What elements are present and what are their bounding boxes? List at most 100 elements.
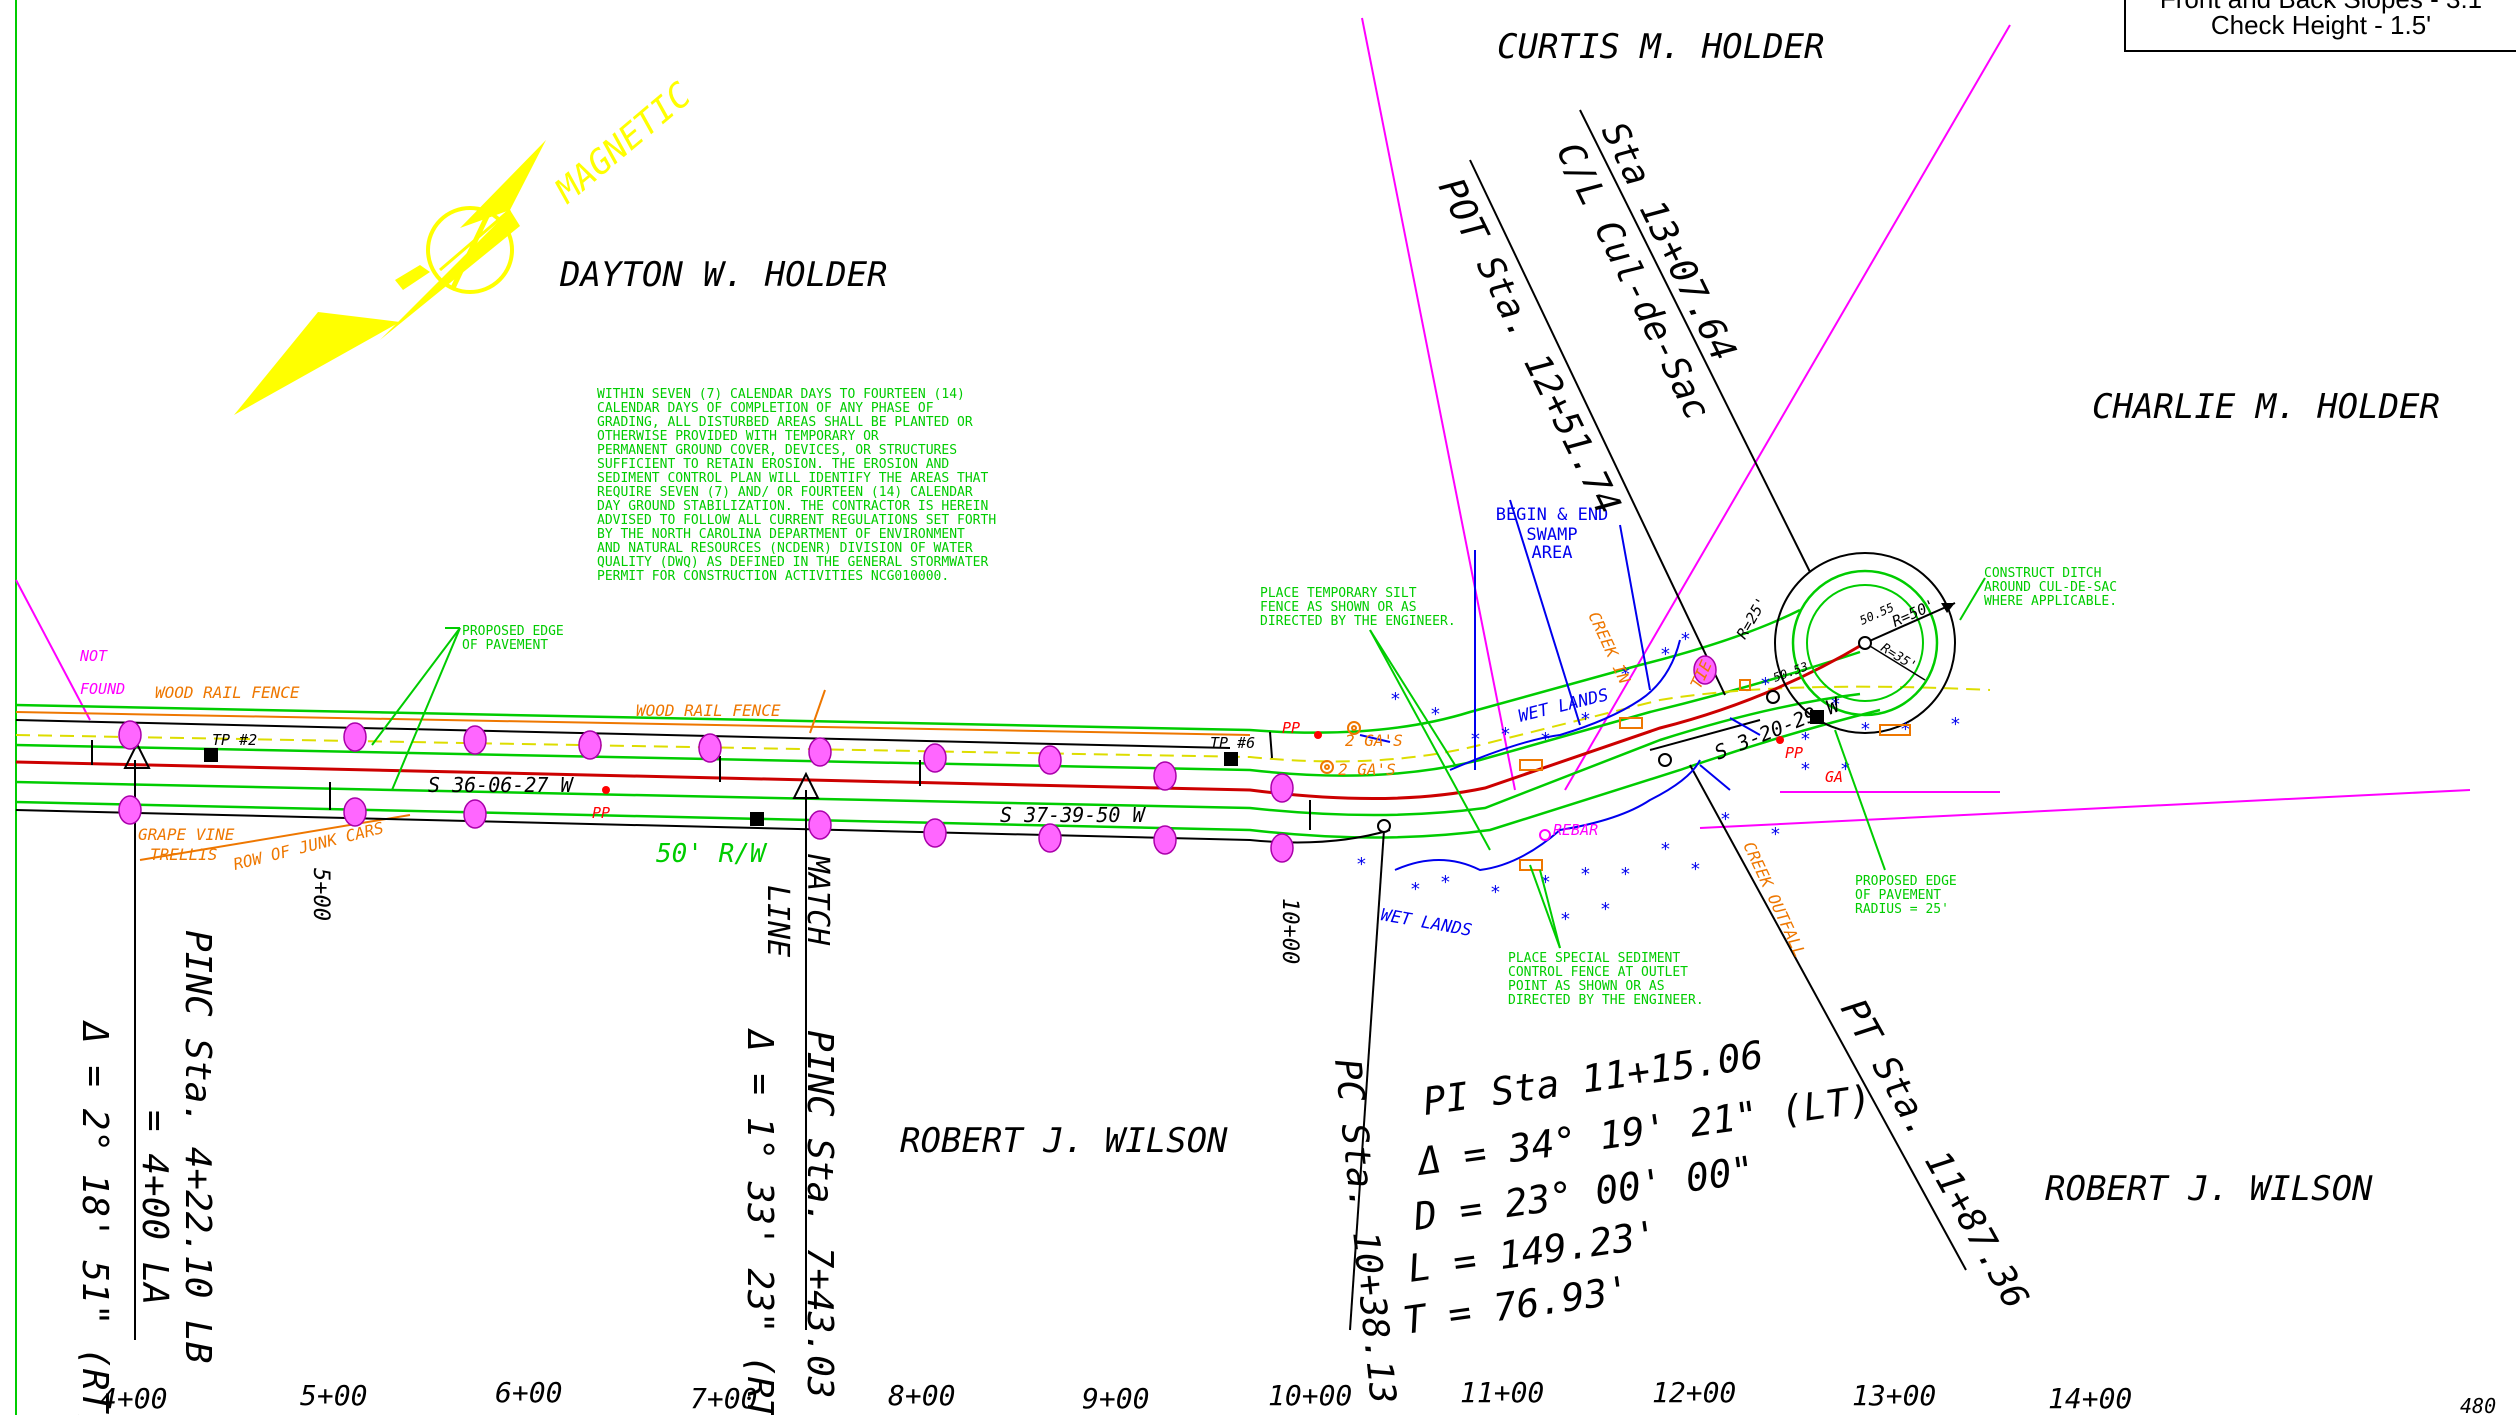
station-label: 5+00 [300, 1379, 367, 1412]
station-label: 13+00 [1852, 1379, 1936, 1412]
svg-text:DAY GROUND STABILIZATION. THE: DAY GROUND STABILIZATION. THE CONTRACTOR… [597, 499, 988, 514]
found-label: FOUND [80, 680, 125, 698]
pp-1: PP [1282, 719, 1300, 737]
row-lines [15, 719, 1391, 844]
svg-text:CALENDAR DAYS OF COMPLETION OF: CALENDAR DAYS OF COMPLETION OF ANY PHASE… [597, 401, 934, 416]
svg-text:REQUIRE SEVEN (7) AND/ OR FOUR: REQUIRE SEVEN (7) AND/ OR FOURTEEN (14) … [597, 485, 973, 500]
note-ditch-3: WHERE APPLICABLE. [1984, 594, 2117, 609]
grape-vine: GRAPE VINE [138, 825, 235, 844]
svg-text:*: * [1356, 854, 1367, 875]
pinc1-line-c: Δ = 2° 18' 51" (RT) [74, 1020, 115, 1415]
svg-text:*: * [1720, 809, 1731, 830]
pinc2-line-a: PINC Sta. 7+43.03 [799, 1030, 840, 1398]
row-label: 50' R/W [656, 839, 768, 869]
note-special-3: POINT AS SHOWN OR AS [1508, 979, 1665, 994]
svg-text:*: * [1840, 759, 1851, 780]
svg-text:*: * [1860, 719, 1871, 740]
svg-text:*: * [1390, 689, 1401, 710]
svg-text:PERMANENT GROUND COVER, DEVICE: PERMANENT GROUND COVER, DEVICES, OR STRU… [597, 443, 957, 458]
road-edges [15, 608, 1881, 839]
legend-line-1: Front and Back Slopes - 3:1 [2126, 0, 2516, 12]
gas-2: 2 GA'S [1338, 760, 1396, 779]
note-special-1: PLACE SPECIAL SEDIMENT [1508, 951, 1680, 966]
svg-text:PERMIT FOR CONSTRUCTION ACTIVI: PERMIT FOR CONSTRUCTION ACTIVITIES NCG01… [597, 569, 949, 584]
bearing-1: S 36-06-27 W [428, 773, 574, 797]
square-icon [750, 812, 764, 826]
svg-text:*: * [1580, 709, 1591, 730]
creek-lines [1359, 499, 1761, 872]
swamp-note-3: AREA [1532, 543, 1573, 563]
note-radius-2: OF PAVEMENT [1855, 888, 1941, 903]
tp6-label: TP #6 [1210, 734, 1255, 752]
svg-text:WITHIN SEVEN (7) CALENDAR DAY: WITHIN SEVEN (7) CALENDAR DAYS TO FOURTE… [597, 387, 965, 402]
tie-circle-icon [1766, 690, 1780, 704]
owner-charlie: CHARLIE M. HOLDER [2092, 387, 2440, 427]
svg-text:ADVISED TO FOLLOW ALL CURRENT: ADVISED TO FOLLOW ALL CURRENT REGULATION… [597, 513, 996, 528]
leader-lines [134, 109, 1967, 1340]
north-arrow-icon [234, 312, 400, 415]
wood-rail-fence-2: WOOD RAIL FENCE [636, 701, 781, 720]
sta-5-label: 5+00 [308, 868, 333, 921]
pinc1-line-b: = 4+00 LA [134, 1110, 175, 1305]
erosion-note: WITHIN SEVEN (7) CALENDAR DAYS TO FOURTE… [597, 387, 996, 584]
pt-circle-icon [1658, 753, 1672, 767]
svg-text:QUALITY (DWQ) AS DEFINED IN TH: QUALITY (DWQ) AS DEFINED IN THE GENERAL … [597, 555, 989, 570]
note-silt-2: FENCE AS SHOWN OR AS [1260, 600, 1417, 615]
svg-text:GRADING, ALL DISTURBED AREAS S: GRADING, ALL DISTURBED AREAS SHALL BE PL… [597, 415, 973, 430]
sta-10-label: 10+00 [1277, 898, 1302, 964]
page-mark: 480 [2460, 1394, 2496, 1415]
svg-text:*: * [1600, 899, 1611, 920]
triangle-icon [792, 771, 820, 799]
svg-text:*: * [1680, 629, 1691, 650]
legend-box: Front and Back Slopes - 3:1 Check Height… [2124, 0, 2516, 52]
owner-dayton: DAYTON W. HOLDER [559, 255, 888, 295]
station-label: 12+00 [1652, 1376, 1736, 1409]
bearing-2: S 37-39-50 W [1000, 803, 1146, 827]
rebar-label: REBAR [1553, 821, 1598, 839]
svg-text:AND NATURAL RESOURCES (NCDENR): AND NATURAL RESOURCES (NCDENR) DIVISION … [597, 541, 973, 556]
svg-text:*: * [1660, 644, 1671, 665]
pp-2: PP [592, 804, 610, 822]
utility-poles [602, 731, 1784, 794]
svg-text:*: * [1490, 882, 1501, 903]
station-label: 14+00 [2048, 1382, 2132, 1415]
pi-triangles [123, 741, 820, 799]
note-ditch-2: AROUND CUL-DE-SAC [1984, 580, 2117, 595]
svg-text:*: * [1500, 724, 1511, 745]
svg-text:*: * [1800, 759, 1811, 780]
station-label: 7+00 [690, 1382, 757, 1415]
match-label: MATCH [800, 854, 835, 946]
trellis: TRELLIS [150, 845, 217, 864]
svg-text:SUFFICIENT TO RETAIN EROSION.: SUFFICIENT TO RETAIN EROSION. THE EROSIO… [597, 457, 949, 472]
svg-text:*: * [1900, 719, 1911, 740]
station-label: 9+00 [1082, 1382, 1149, 1415]
note-proposed-edge-1: PROPOSED EDGE [462, 624, 564, 639]
pp-3: PP [1785, 744, 1803, 762]
station-label: 4+00 [100, 1382, 167, 1415]
note-radius-1: PROPOSED EDGE [1855, 874, 1957, 889]
owner-curtis: CURTIS M. HOLDER [1497, 27, 1825, 67]
swamp-note-2: SWAMP [1526, 525, 1577, 545]
svg-text:*: * [1440, 872, 1451, 893]
station-label: 8+00 [888, 1379, 955, 1412]
svg-text:*: * [1690, 859, 1701, 880]
svg-text:*: * [1410, 879, 1421, 900]
pinc2-line-b: Δ = 1° 33' 23" (RT) [739, 1028, 780, 1415]
wood-rail-fence-1: WOOD RAIL FENCE [155, 683, 300, 702]
note-silt-1: PLACE TEMPORARY SILT [1260, 586, 1417, 601]
fence-lines [15, 689, 1251, 861]
gas-1: 2 GA'S [1345, 731, 1403, 750]
svg-text:BY THE NORTH CAROLINA DEPARTME: BY THE NORTH CAROLINA DEPARTMENT OF ENVI… [597, 527, 965, 542]
svg-text:*: * [1620, 864, 1631, 885]
svg-text:*: * [1620, 664, 1631, 685]
station-axis: 4+00 5+00 6+00 7+00 8+00 9+00 10+00 11+0… [100, 1376, 2496, 1415]
note-proposed-edge-2: OF PAVEMENT [462, 638, 548, 653]
note-ditch-1: CONSTRUCT DITCH [1984, 566, 2101, 581]
svg-text:*: * [1560, 909, 1571, 930]
centerline [15, 641, 1866, 800]
station-label: 6+00 [495, 1376, 562, 1409]
svg-text:SEDIMENT CONTROL PLAN WILL IDE: SEDIMENT CONTROL PLAN WILL IDENTIFY THE … [597, 471, 989, 486]
station-label: 10+00 [1268, 1379, 1352, 1412]
svg-text:*: * [1540, 729, 1551, 750]
